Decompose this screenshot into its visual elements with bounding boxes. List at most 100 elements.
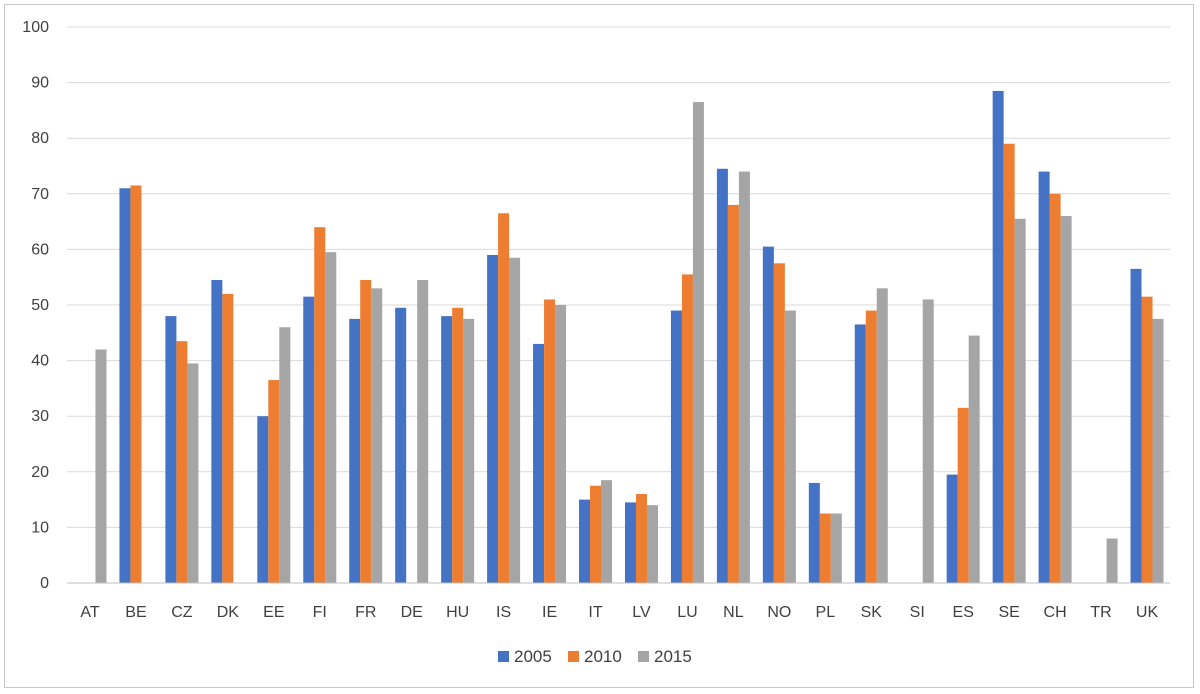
bar-SK-2015 [876, 288, 888, 583]
y-tick-label: 60 [31, 241, 49, 258]
x-tick-label: EE [263, 604, 284, 621]
bar-LV-2010 [635, 494, 647, 583]
y-tick-label: 10 [31, 519, 49, 536]
bar-NO-2010 [773, 263, 785, 583]
x-tick-label: PL [816, 604, 836, 621]
gridlines [67, 26, 1170, 528]
axes: 0 10 20 30 40 50 60 70 80 90 100 AT BE CZ DK EE FI FR DE HU… [22, 19, 1170, 621]
y-tick-label: 70 [31, 186, 49, 203]
bar-DE-2005 [395, 307, 407, 583]
bar-FR-2010 [360, 279, 372, 583]
bar-FR-2015 [371, 288, 383, 583]
bar-CZ-2015 [187, 363, 199, 583]
bar-DK-2005 [211, 279, 223, 583]
bar-IE-2010 [544, 299, 556, 583]
legend: 2005 2010 2015 [498, 647, 692, 666]
y-tick-label: 90 [31, 75, 49, 92]
legend-label: 2005 [514, 647, 552, 666]
y-tick-label: 50 [31, 297, 49, 314]
bar-HU-2015 [463, 318, 475, 583]
x-tick-label: NL [723, 604, 744, 621]
x-tick-label: FR [355, 604, 376, 621]
bar-AT-2015 [95, 349, 107, 583]
bar-FI-2005 [303, 296, 315, 583]
legend-swatch-2015 [638, 651, 649, 662]
bar-HU-2005 [441, 316, 453, 583]
bar-LV-2015 [646, 505, 658, 583]
bar-LV-2005 [624, 502, 636, 583]
bars [95, 90, 1164, 584]
bar-EE-2015 [279, 327, 291, 583]
x-tick-label: LV [632, 604, 651, 621]
bar-SK-2010 [865, 310, 877, 583]
y-tick-label: 40 [31, 353, 49, 370]
bar-IT-2005 [579, 499, 591, 583]
bar-IT-2015 [601, 480, 613, 583]
x-tick-label: TR [1090, 604, 1111, 621]
legend-swatch-2010 [568, 651, 579, 662]
x-tick-label: DK [217, 604, 240, 621]
bar-IS-2005 [487, 254, 499, 583]
bar-SE-2010 [1003, 143, 1015, 583]
bar-CZ-2005 [165, 316, 177, 583]
x-tick-label: SK [861, 604, 883, 621]
bar-HU-2010 [452, 307, 464, 583]
x-tick-label: SE [998, 604, 1019, 621]
bar-TR-2015 [1106, 538, 1118, 583]
legend-label: 2010 [584, 647, 622, 666]
bar-ES-2015 [968, 335, 980, 583]
x-tick-label: ES [953, 604, 974, 621]
x-tick-label: UK [1136, 604, 1159, 621]
bar-EE-2005 [257, 416, 269, 583]
bar-UK-2005 [1130, 268, 1142, 583]
legend-swatch-2005 [498, 651, 509, 662]
x-tick-label: IE [542, 604, 557, 621]
bar-LU-2005 [670, 310, 682, 583]
bar-FI-2015 [325, 252, 337, 583]
bar-NO-2015 [784, 310, 796, 583]
bar-DK-2010 [222, 293, 234, 583]
x-tick-label: IT [588, 604, 602, 621]
x-tick-label: CZ [171, 604, 193, 621]
x-tick-label: BE [125, 604, 146, 621]
x-tick-label: LU [677, 604, 697, 621]
bar-NL-2015 [738, 171, 750, 583]
x-tick-label: IS [496, 604, 511, 621]
bar-DE-2015 [417, 279, 429, 583]
bar-IT-2010 [590, 485, 602, 583]
bar-BE-2005 [119, 188, 131, 584]
bar-BE-2010 [130, 185, 142, 583]
x-tick-label: DE [401, 604, 423, 621]
y-tick-label: 80 [31, 130, 49, 147]
y-tick-label: 30 [31, 408, 49, 425]
bar-NL-2005 [716, 168, 728, 583]
x-tick-label: SI [910, 604, 925, 621]
x-tick-label: AT [80, 604, 99, 621]
bar-LU-2010 [681, 274, 693, 583]
bar-UK-2015 [1152, 318, 1164, 583]
bar-IS-2010 [498, 213, 510, 583]
bar-UK-2010 [1141, 296, 1153, 583]
y-tick-label: 20 [31, 464, 49, 481]
bar-CH-2005 [1038, 171, 1050, 583]
y-tick-label: 100 [22, 19, 49, 36]
bar-LU-2015 [692, 102, 704, 583]
bar-PL-2015 [830, 513, 842, 583]
y-tick-label: 0 [40, 575, 49, 592]
bar-SK-2005 [854, 324, 866, 583]
bar-CH-2010 [1049, 193, 1061, 584]
bar-PL-2010 [819, 513, 831, 583]
bar-IE-2015 [555, 305, 567, 583]
bar-NL-2010 [727, 204, 739, 584]
bar-SE-2005 [992, 90, 1004, 583]
x-tick-label: FI [313, 604, 327, 621]
x-tick-label: CH [1044, 604, 1067, 621]
bar-SE-2015 [1014, 218, 1026, 583]
bar-FR-2005 [349, 318, 361, 583]
x-tick-label: HU [446, 604, 469, 621]
bar-EE-2010 [268, 380, 280, 583]
bar-IS-2015 [509, 257, 521, 583]
bar-ES-2005 [946, 474, 958, 583]
x-tick-label: NO [767, 604, 791, 621]
